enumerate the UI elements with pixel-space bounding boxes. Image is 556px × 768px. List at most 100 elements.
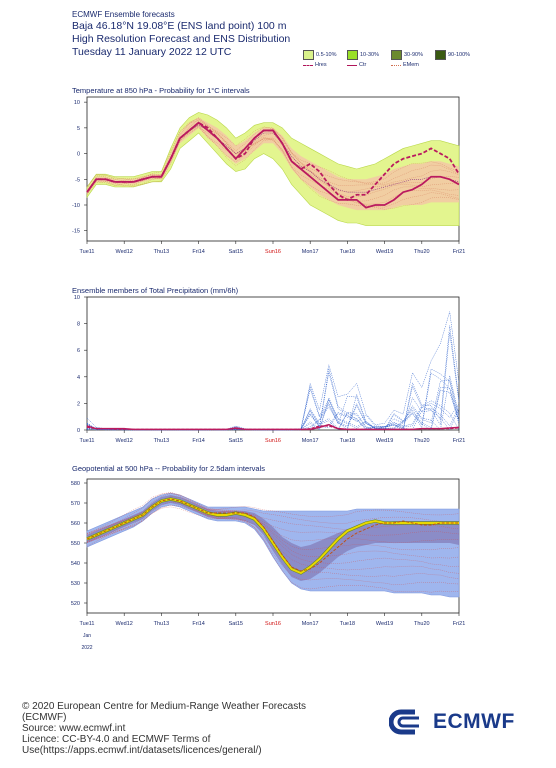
header-location: Baja 46.18°N 19.08°E (ENS land point) 10… [72,20,287,32]
precipitation-member-line-2 [86,402,460,431]
footer-copyright: © 2020 European Centre for Medium-Range … [22,701,306,756]
geopotential-member-line-10 [86,492,460,535]
panel-2-ytick-label-5: 570 [71,501,80,507]
footer-line-2: (ECMWF) [22,712,67,723]
date-note-month: Jan [83,633,91,639]
panel-0-xtick-label-0: Tue11 [80,249,95,255]
geopotential-member-line-9 [86,493,460,534]
panel-0-ytick-label-5: 10 [74,100,80,106]
legend-item-3: 90-100% [435,50,470,60]
panel-0-xtick-label-2: Thu13 [154,249,170,255]
panel-1-xtick-label-10: Fri21 [453,438,466,444]
legend-line-emem-sample [391,64,401,66]
panel-2-xtick-label-1: Wed12 [116,621,133,627]
charts-canvas: -15 -10 -5 0 5 10 Tue11 Wed12 Thu13 Fri14 Sat15 Sun… [71,96,466,651]
panel-1-xtick-label-1: Wed12 [116,438,133,444]
panel-2-ytick-label-1: 530 [71,581,80,587]
precipitation-member-max [86,311,460,430]
panel-1-ytick-label-0: 0 [77,428,80,434]
panel-1-xtick-label-6: Mon17 [302,438,319,444]
panel-2-ytick-label-6: 580 [71,481,80,487]
panel-2-ytick-label-2: 540 [71,561,80,567]
panel-0-xtick-label-3: Fri14 [192,249,205,255]
panel-1-xtick-label-8: Wed19 [376,438,393,444]
panel-1-xtick-label-2: Thu13 [154,438,170,444]
panel-1-xtick-label-9: Thu20 [414,438,430,444]
precipitation-series-ctr [86,423,460,431]
panel-0-xtick-label-4: Sat15 [229,249,243,255]
footer-line-4: Licence: CC-BY-4.0 and ECMWF Terms of [22,734,211,745]
panel-1-ytick-label-1: 2 [77,401,80,407]
legend-item-1: 10-30% [347,50,379,60]
legend-line-ctr: Ctr [347,62,366,68]
panel-2-ytick-label-0: 520 [71,601,80,607]
precipitation-member-line-0 [86,332,460,431]
footer-line-3: Source: www.ecmwf.int [22,723,126,734]
panel-0-xtick-label-8: Wed19 [376,249,393,255]
panel-1-ytick-label-4: 8 [77,322,80,328]
legend-line-ctr-sample [347,64,357,66]
footer-line-5: Use(https://apps.ecmwf.int/datasets/lice… [22,745,262,756]
header-description: High Resolution Forecast and ENS Distrib… [72,33,291,45]
precipitation-member-line-5 [86,379,460,431]
panel-2-xtick-label-0: Tue11 [80,621,95,627]
geopotential-series-hres [86,498,459,572]
panel-0-xtick-label-6: Mon17 [302,249,319,255]
panel-2-xtick-label-10: Fri21 [453,621,466,627]
temperature-member-line-1 [86,125,460,208]
date-note-year: 2022 [81,645,92,651]
geopotential-panel-title: Geopotential at 500 hPa -- Probability f… [72,464,266,473]
geopotential-member-line-6 [86,500,460,551]
panel-2-xtick-label-4: Sat15 [229,621,243,627]
legend: 0.5-10% 10-30% 30-90% 90-100% Hres Ctr E… [303,50,503,74]
temperature-member-line-7 [86,118,460,189]
legend-swatch-0 [303,50,314,60]
temperature-panel-title: Temperature at 850 hPa - Probability for… [72,86,250,95]
panel-1-xtick-label-5: Sun16 [265,438,281,444]
legend-line-emem: EMem [391,62,419,68]
panel-1-xtick-label-3: Fri14 [192,438,205,444]
header-product: ECMWF Ensemble forecasts [72,10,175,19]
panel-0-ytick-label-3: 0 [77,152,80,158]
panel-2-xtick-label-6: Mon17 [302,621,319,627]
geopotential-member-line-4 [86,498,460,567]
legend-swatch-2 [391,50,402,60]
geopotential-member-line-8 [86,496,460,536]
precipitation-panel-title: Ensemble members of Total Precipitation … [72,286,239,295]
panel-2-xtick-label-3: Fri14 [192,621,205,627]
temperature-member-line-4 [86,122,460,198]
panel-2-xtick-label-9: Thu20 [414,621,430,627]
legend-swatch-1 [347,50,358,60]
geopotential-band-inner [87,495,459,581]
precipitation-member-line-6 [86,325,460,431]
legend-line-hres-sample [303,64,313,66]
panel-2-xtick-label-5: Sun16 [265,621,281,627]
header-date: Tuesday 11 January 2022 12 UTC [72,46,232,58]
chart-header: ECMWF Ensemble forecasts Baja 46.18°N 19… [72,10,290,59]
panel-2-ytick-label-4: 560 [71,521,80,527]
ecmwf-logo: ECMWF [389,709,515,735]
ecmwf-logo-text: ECMWF [433,710,515,733]
panel-0-xtick-label-5: Sun16 [265,249,281,255]
panel-1-xtick-label-7: Tue18 [340,438,355,444]
panel-1-xtick-label-0: Tue11 [80,438,95,444]
temperature-member-line-6 [86,117,460,192]
panel-0-xtick-label-9: Thu20 [414,249,430,255]
legend-swatch-3 [435,50,446,60]
panel-2-ytick-label-3: 550 [71,541,80,547]
panel-2-xtick-label-8: Wed19 [376,621,393,627]
geopotential-member-line-11 [86,492,460,535]
temperature-member-line-8 [86,119,460,187]
panel-0-ytick-label-2: -5 [75,177,80,183]
footer-line-1: © 2020 European Centre for Medium-Range … [22,701,306,712]
panel-1-frame [86,296,460,431]
precipitation-member-line-8 [86,400,460,431]
panel-1-ytick-label-2: 4 [77,375,80,381]
panel-0-ytick-label-1: -10 [72,203,80,209]
panel-0-ytick-label-0: -15 [72,229,80,235]
temperature-series-ctr [86,121,460,209]
panel-0-ytick-label-4: 5 [77,126,80,132]
precipitation-member-line-10 [86,387,460,431]
precipitation-member-line-3 [86,372,460,431]
legend-line-hres: Hres [303,62,327,68]
